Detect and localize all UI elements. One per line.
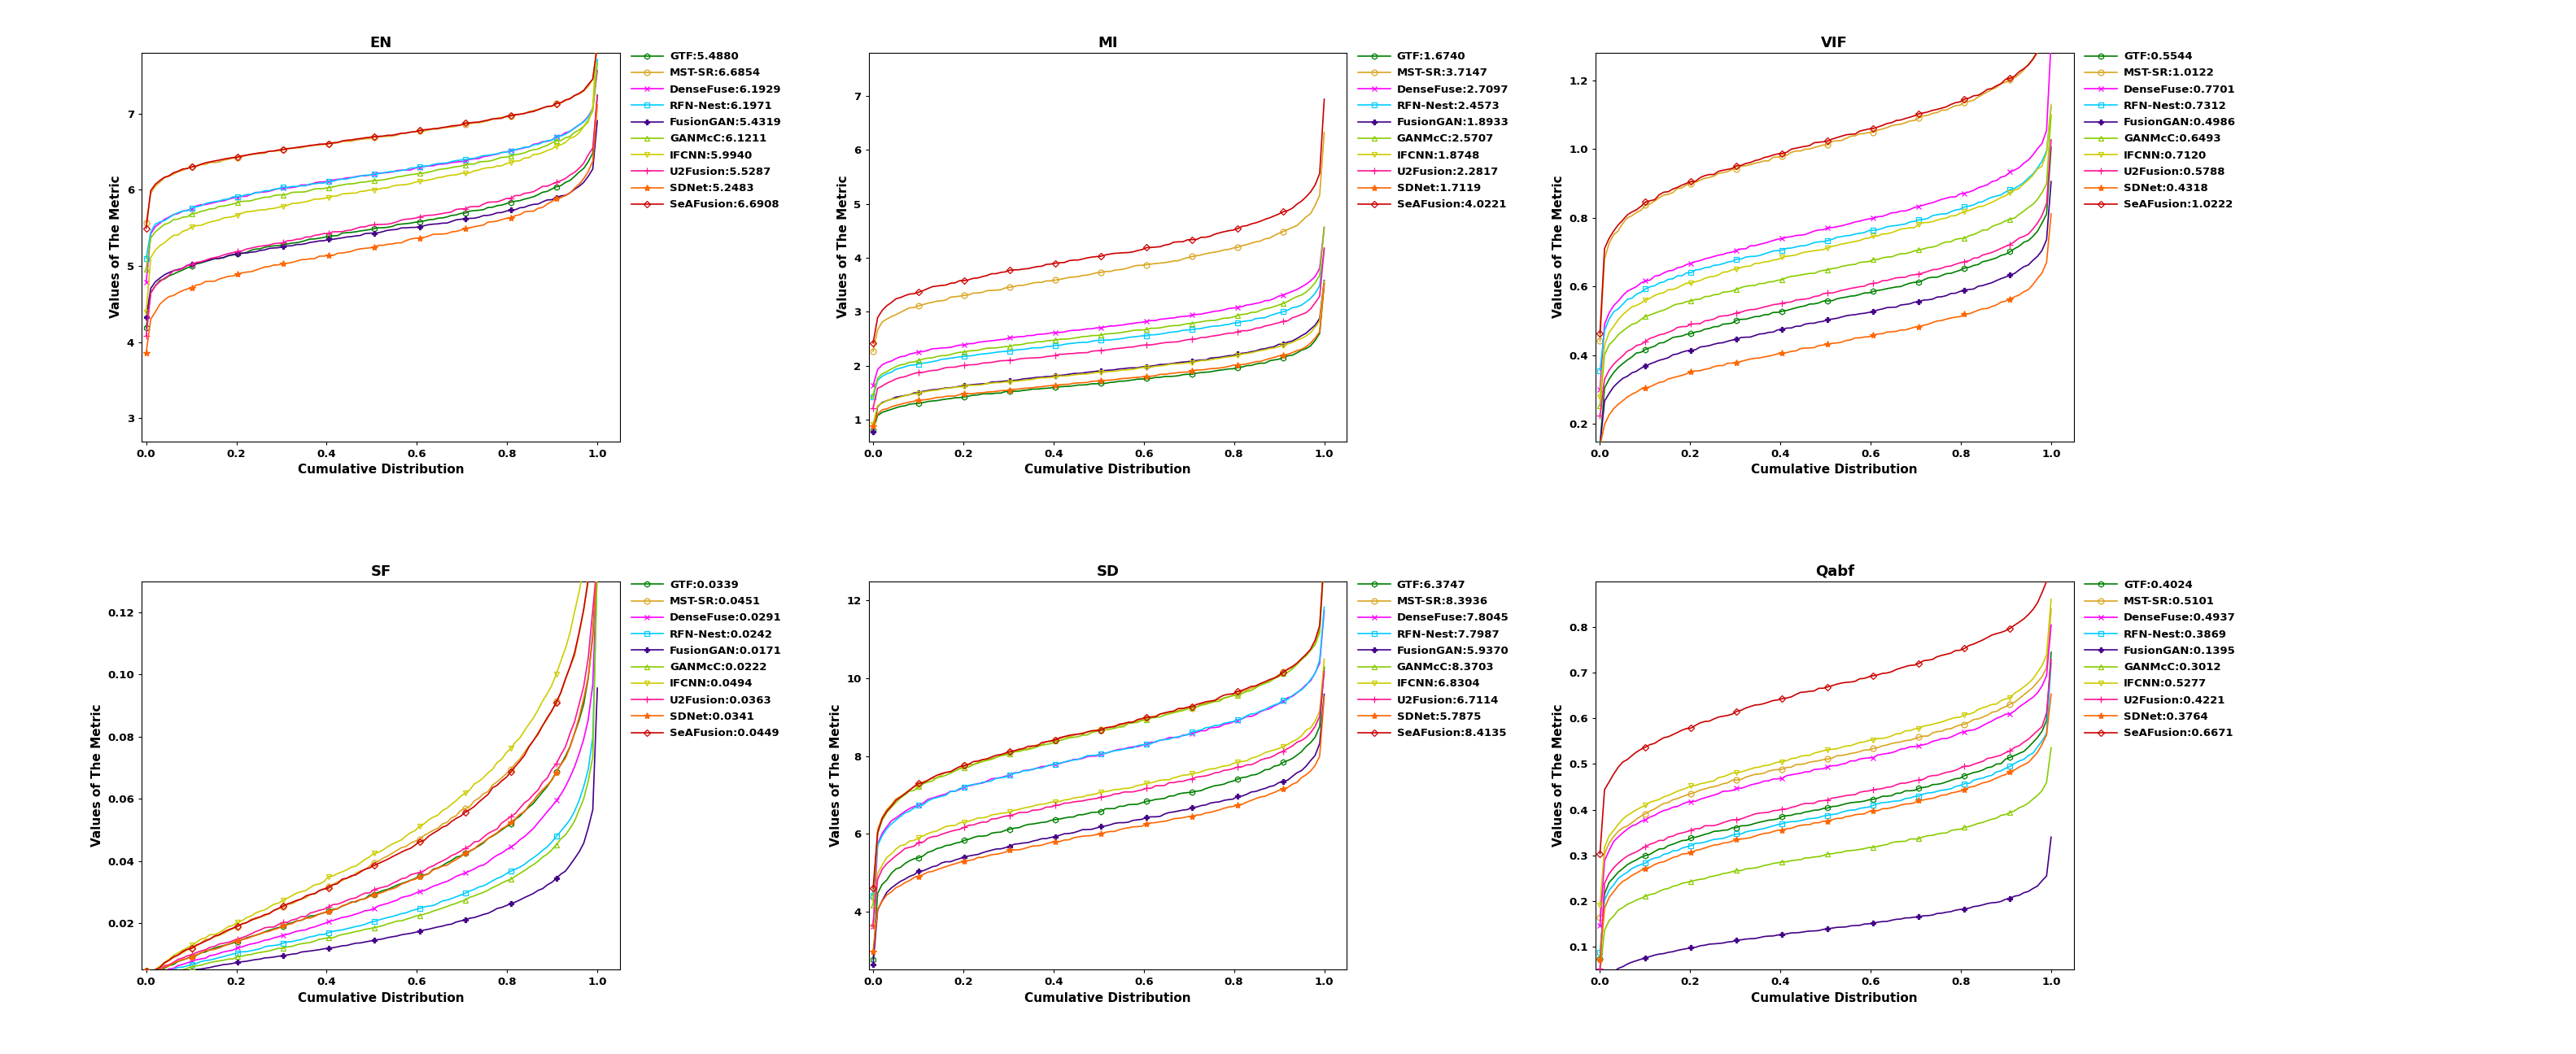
Y-axis label: Values of The Metric: Values of The Metric <box>829 704 842 846</box>
Title: VIF: VIF <box>1821 36 1847 51</box>
Legend: GTF:5.4880, MST-SR:6.6854, DenseFuse:6.1929, RFN-Nest:6.1971, FusionGAN:5.4319, : GTF:5.4880, MST-SR:6.6854, DenseFuse:6.1… <box>631 51 783 211</box>
X-axis label: Cumulative Distribution: Cumulative Distribution <box>1752 992 1917 1004</box>
Title: SD: SD <box>1097 564 1118 579</box>
X-axis label: Cumulative Distribution: Cumulative Distribution <box>1752 464 1917 476</box>
Title: MI: MI <box>1097 36 1118 51</box>
Legend: GTF:0.4024, MST-SR:0.5101, DenseFuse:0.4937, RFN-Nest:0.3869, FusionGAN:0.1395, : GTF:0.4024, MST-SR:0.5101, DenseFuse:0.4… <box>2084 579 2236 740</box>
X-axis label: Cumulative Distribution: Cumulative Distribution <box>1025 464 1190 476</box>
Title: EN: EN <box>371 36 392 51</box>
Title: Qabf: Qabf <box>1816 564 1855 579</box>
Title: SF: SF <box>371 564 392 579</box>
Legend: GTF:1.6740, MST-SR:3.7147, DenseFuse:2.7097, RFN-Nest:2.4573, FusionGAN:1.8933, : GTF:1.6740, MST-SR:3.7147, DenseFuse:2.7… <box>1358 51 1510 211</box>
Y-axis label: Values of The Metric: Values of The Metric <box>111 176 121 318</box>
Y-axis label: Values of The Metric: Values of The Metric <box>1553 176 1564 318</box>
X-axis label: Cumulative Distribution: Cumulative Distribution <box>299 464 464 476</box>
Legend: GTF:0.5544, MST-SR:1.0122, DenseFuse:0.7701, RFN-Nest:0.7312, FusionGAN:0.4986, : GTF:0.5544, MST-SR:1.0122, DenseFuse:0.7… <box>2084 51 2236 211</box>
Legend: GTF:6.3747, MST-SR:8.3936, DenseFuse:7.8045, RFN-Nest:7.7987, FusionGAN:5.9370, : GTF:6.3747, MST-SR:8.3936, DenseFuse:7.8… <box>1358 579 1510 740</box>
Y-axis label: Values of The Metric: Values of The Metric <box>837 176 850 318</box>
Legend: GTF:0.0339, MST-SR:0.0451, DenseFuse:0.0291, RFN-Nest:0.0242, FusionGAN:0.0171, : GTF:0.0339, MST-SR:0.0451, DenseFuse:0.0… <box>631 579 783 740</box>
Y-axis label: Values of The Metric: Values of The Metric <box>90 704 103 846</box>
X-axis label: Cumulative Distribution: Cumulative Distribution <box>1025 992 1190 1004</box>
X-axis label: Cumulative Distribution: Cumulative Distribution <box>299 992 464 1004</box>
Y-axis label: Values of The Metric: Values of The Metric <box>1553 704 1564 846</box>
